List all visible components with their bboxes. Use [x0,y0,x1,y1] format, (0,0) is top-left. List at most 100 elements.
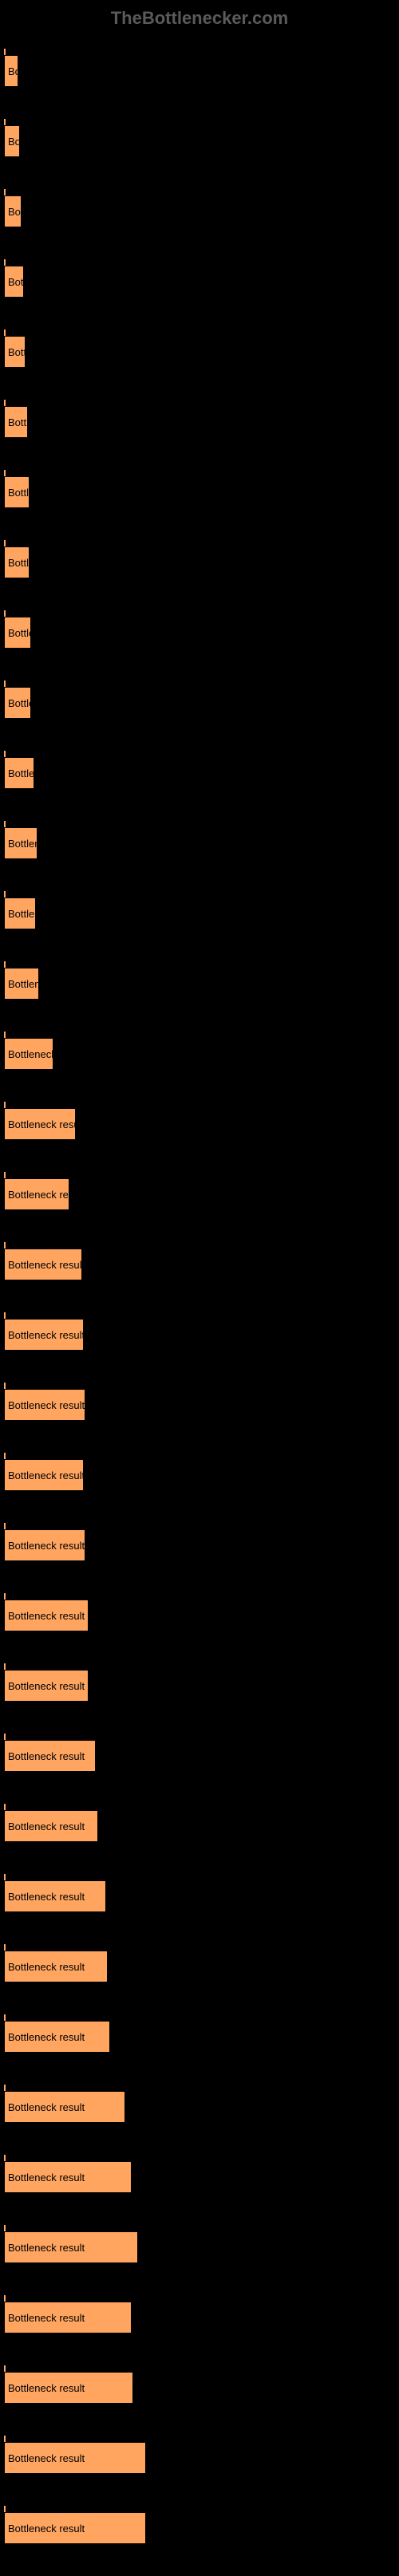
bar-label: Bottleneck result [8,1540,85,1552]
axis-tick [4,1172,6,1178]
bar: Bottleneck result [4,968,39,1000]
bar-label: Bottleneck result [8,346,26,358]
bar-label: Bottleneck result [8,1961,85,1973]
axis-tick [4,1944,6,1951]
bar-row: Bottleneck result [4,1367,395,1437]
bar-row: Bottleneck result [4,1016,395,1086]
bar-row: Bottleneck result [4,875,395,945]
bar-row: Bottleneck result [4,2349,395,2420]
bar-label: Bottleneck result [8,276,24,288]
bar-label: Bottleneck result [8,2031,85,2043]
bar-row: Bottleneck result [4,594,395,665]
bar-row: Bottleneck result [4,665,395,735]
bar: Bottleneck result [4,827,38,859]
axis-tick [4,891,6,897]
bar: Bottleneck result [4,55,18,87]
bar: Bottleneck result [4,2512,146,2544]
axis-tick [4,329,6,336]
bar: Bottleneck result [4,476,30,508]
bar-row: Bottleneck result [4,735,395,805]
bar: Bottleneck result [4,1319,84,1351]
bar-row: Bottleneck result [4,2490,395,2560]
bar-row: Bottleneck result [4,2209,395,2279]
bar: Bottleneck result [4,1249,82,1280]
bar: Bottleneck result [4,687,31,719]
axis-tick [4,1804,6,1810]
bar: Bottleneck result [4,1600,89,1631]
bar-row: Bottleneck result [4,1086,395,1156]
bar-label: Bottleneck result [8,487,30,499]
bar: Bottleneck result [4,1178,69,1210]
bar-row: Bottleneck result [4,1507,395,1577]
axis-tick [4,1032,6,1038]
axis-tick [4,2436,6,2442]
bar-row: Bottleneck result [4,524,395,594]
bar: Bottleneck result [4,897,36,929]
bar: Bottleneck result [4,2302,132,2333]
bar: Bottleneck result [4,2091,125,2123]
bar-row: Bottleneck result [4,243,395,314]
axis-tick [4,1593,6,1600]
bar-row: Bottleneck result [4,945,395,1016]
axis-tick [4,49,6,55]
bar-label: Bottleneck result [8,1610,85,1622]
axis-tick [4,1383,6,1389]
bar: Bottleneck result [4,1529,85,1561]
bar-row: Bottleneck result [4,1296,395,1367]
axis-tick [4,680,6,687]
axis-tick [4,2155,6,2161]
bar-label: Bottleneck result [8,416,28,428]
bar-label: Bottleneck result [8,1259,82,1271]
bar-row: Bottleneck result [4,1998,395,2069]
bar-row: Bottleneck result [4,1156,395,1226]
bar-label: Bottleneck result [8,767,34,779]
bar: Bottleneck result [4,125,20,157]
axis-tick [4,2014,6,2021]
axis-tick [4,119,6,125]
bar-row: Bottleneck result [4,1718,395,1788]
bar: Bottleneck result [4,1951,108,1982]
bar-row: Bottleneck result [4,314,395,384]
axis-tick [4,1242,6,1249]
bar: Bottleneck result [4,1108,76,1140]
bar-label: Bottleneck result [8,2242,85,2254]
bar: Bottleneck result [4,2161,132,2193]
bar-row: Bottleneck result [4,1788,395,1858]
bar-label: Bottleneck result [8,1750,85,1762]
bar-row: Bottleneck result [4,1647,395,1718]
bar-row: Bottleneck result [4,1577,395,1647]
axis-tick [4,1523,6,1529]
bar-row: Bottleneck result [4,33,395,103]
axis-tick [4,961,6,968]
bar-label: Bottleneck result [8,1680,85,1692]
bar-label: Bottleneck result [8,1891,85,1903]
bar-row: Bottleneck result [4,805,395,875]
bar-label: Bottleneck result [8,978,39,990]
bar: Bottleneck result [4,1740,96,1772]
axis-tick [4,1734,6,1740]
bar-label: Bottleneck result [8,2172,85,2183]
bar-row: Bottleneck result [4,454,395,524]
bar-label: Bottleneck result [8,908,36,920]
bar-row: Bottleneck result [4,2420,395,2490]
bar: Bottleneck result [4,1389,85,1421]
bar: Bottleneck result [4,2442,146,2474]
bar: Bottleneck result [4,2231,138,2263]
axis-tick [4,400,6,406]
bar: Bottleneck result [4,546,30,578]
bar-label: Bottleneck result [8,1048,53,1060]
bar-label: Bottleneck result [8,1189,69,1201]
bar-row: Bottleneck result [4,173,395,243]
watermark-text: TheBottlenecker.com [0,0,399,33]
bar: Bottleneck result [4,1459,84,1491]
bar-label: Bottleneck result [8,697,31,709]
bar: Bottleneck result [4,406,28,438]
bar-label: Bottleneck result [8,65,18,77]
bar-label: Bottleneck result [8,838,38,850]
bar-row: Bottleneck result [4,1928,395,1998]
bar-row: Bottleneck result [4,1226,395,1296]
axis-tick [4,1102,6,1108]
bar-label: Bottleneck result [8,136,20,148]
axis-tick [4,189,6,195]
bar: Bottleneck result [4,195,22,227]
